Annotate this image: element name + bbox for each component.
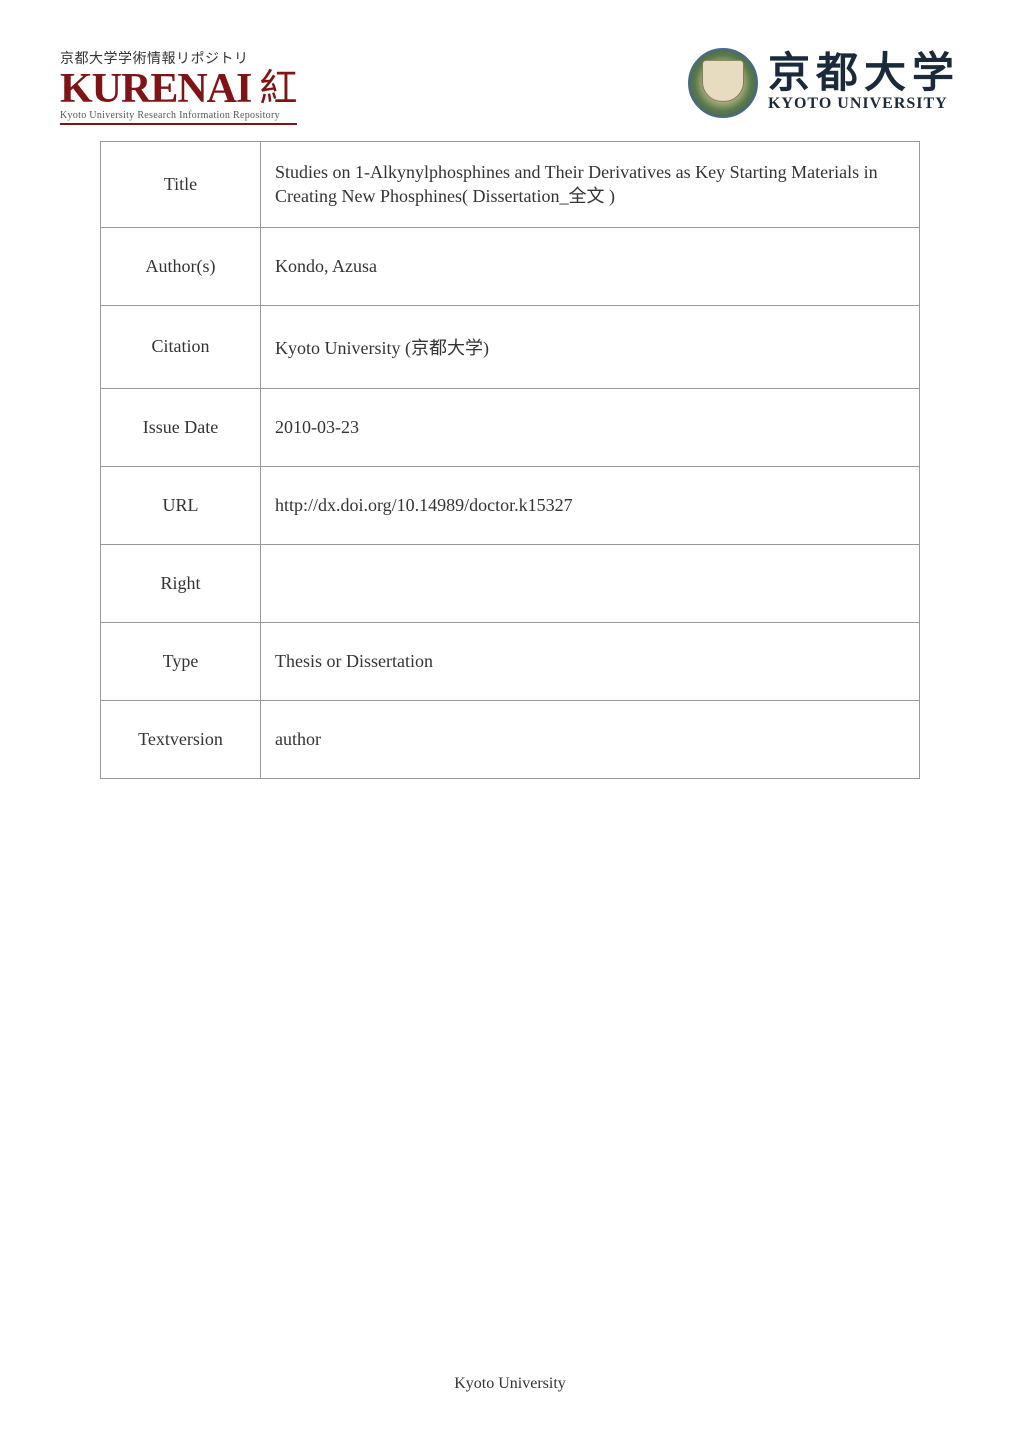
- table-row: Textversion author: [101, 700, 920, 778]
- table-row: Type Thesis or Dissertation: [101, 622, 920, 700]
- table-row: Citation Kyoto University (京都大学): [101, 305, 920, 388]
- citation-value: Kyoto University (京都大学): [261, 305, 920, 388]
- table-row: Title Studies on 1-Alkynylphosphines and…: [101, 142, 920, 228]
- type-value: Thesis or Dissertation: [261, 622, 920, 700]
- url-label: URL: [101, 466, 261, 544]
- kurenai-kanji: 紅: [259, 70, 297, 108]
- page-header: 京都大学学術情報リポジトリ KURENAI 紅 Kyoto University…: [0, 0, 1020, 141]
- kyoto-jp-text: 京都大学: [768, 53, 960, 95]
- type-label: Type: [101, 622, 261, 700]
- kurenai-sub-text: Kyoto University Research Information Re…: [60, 110, 280, 121]
- textversion-value: author: [261, 700, 920, 778]
- kurenai-main: KURENAI 紅: [60, 68, 297, 110]
- right-value: [261, 544, 920, 622]
- kurenai-top-text: 京都大学学術情報リポジトリ: [60, 48, 249, 68]
- table-row: Author(s) Kondo, Azusa: [101, 227, 920, 305]
- issue-date-value: 2010-03-23: [261, 388, 920, 466]
- citation-label: Citation: [101, 305, 261, 388]
- issue-date-label: Issue Date: [101, 388, 261, 466]
- metadata-table: Title Studies on 1-Alkynylphosphines and…: [100, 141, 920, 779]
- author-value: Kondo, Azusa: [261, 227, 920, 305]
- university-seal-icon: [688, 48, 758, 118]
- url-value: http://dx.doi.org/10.14989/doctor.k15327: [261, 466, 920, 544]
- author-label: Author(s): [101, 227, 261, 305]
- title-value: Studies on 1-Alkynylphosphines and Their…: [261, 142, 920, 228]
- kyoto-en-text: KYOTO UNIVERSITY: [768, 95, 948, 113]
- table-row: Issue Date 2010-03-23: [101, 388, 920, 466]
- kyoto-university-logo: 京都大学 KYOTO UNIVERSITY: [688, 48, 960, 118]
- table-row: URL http://dx.doi.org/10.14989/doctor.k1…: [101, 466, 920, 544]
- kyoto-text-block: 京都大学 KYOTO UNIVERSITY: [768, 53, 960, 113]
- table-row: Right: [101, 544, 920, 622]
- kurenai-logo: 京都大学学術情報リポジトリ KURENAI 紅 Kyoto University…: [60, 48, 297, 125]
- title-label: Title: [101, 142, 261, 228]
- textversion-label: Textversion: [101, 700, 261, 778]
- page-footer: Kyoto University: [0, 1375, 1020, 1393]
- right-label: Right: [101, 544, 261, 622]
- kurenai-main-text: KURENAI: [60, 68, 251, 110]
